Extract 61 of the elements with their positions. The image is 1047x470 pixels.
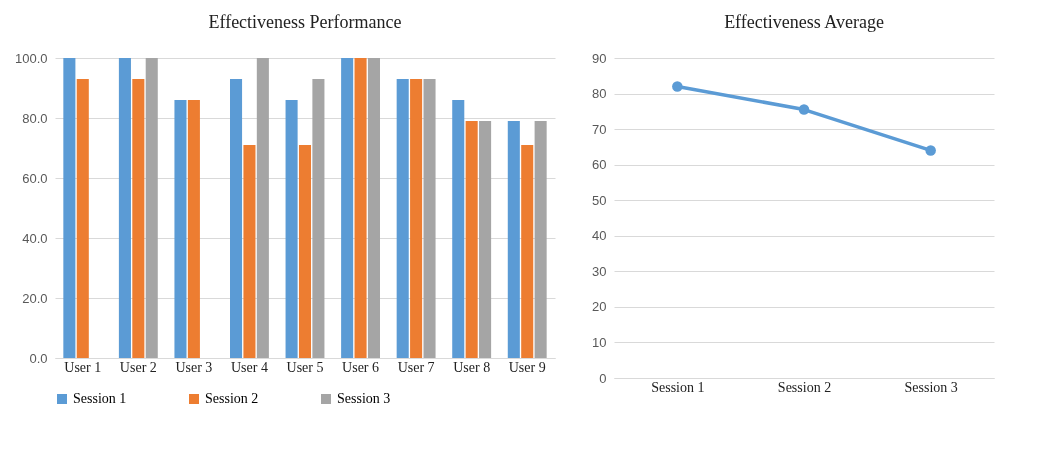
bar	[76, 79, 89, 358]
chart-title: Effectiveness Performance	[208, 12, 402, 32]
bar	[367, 58, 380, 358]
y-tick-label: 0	[599, 370, 607, 386]
bar	[521, 145, 534, 358]
y-tick-label: 30	[592, 263, 607, 279]
point	[925, 145, 936, 156]
legend-label: Session 3	[337, 391, 391, 406]
bar	[410, 79, 423, 358]
x-tick-label: User 8	[453, 359, 491, 375]
bar	[479, 121, 492, 358]
x-tick-label: User 4	[230, 359, 268, 375]
y-tick-label: 20	[592, 299, 607, 315]
bar	[465, 121, 478, 358]
bar	[187, 100, 200, 358]
legend-label: Session 1	[73, 391, 127, 406]
bar	[145, 58, 158, 358]
x-tick-label: User 3	[175, 359, 213, 375]
bar	[534, 121, 547, 358]
chart-title: Effectiveness Average	[724, 12, 884, 32]
point	[798, 104, 810, 115]
y-tick-label: 70	[592, 121, 607, 137]
bar	[230, 79, 243, 358]
y-tick-label: 0.0	[29, 350, 48, 366]
y-tick-label: 60	[592, 157, 607, 173]
y-tick-label: 60.0	[22, 170, 48, 186]
legend-label: Session 2	[205, 391, 259, 406]
x-tick-label: User 9	[508, 359, 546, 375]
y-tick-label: 100.0	[14, 50, 48, 66]
y-tick-label: 20.0	[22, 290, 48, 306]
bar	[285, 100, 298, 358]
bar	[243, 145, 256, 358]
x-tick-label: User 7	[397, 359, 435, 375]
x-tick-label: User 2	[119, 359, 157, 375]
bar	[354, 58, 367, 358]
bar	[174, 100, 187, 358]
y-tick-label: 10	[592, 334, 607, 350]
y-tick-label: 80	[592, 86, 607, 102]
x-tick-label: User 6	[342, 359, 380, 375]
y-tick-label: 80.0	[22, 110, 48, 126]
y-tick-label: 50	[592, 192, 607, 208]
bar	[423, 79, 436, 358]
y-tick-label: 90	[592, 50, 607, 66]
y-tick-label: 40	[592, 228, 607, 244]
x-tick-label: Session 1	[651, 379, 705, 395]
bar	[452, 100, 465, 358]
x-tick-label: User 5	[286, 359, 324, 375]
bar	[118, 58, 131, 358]
bar	[298, 145, 312, 358]
bar	[63, 58, 76, 358]
bar	[507, 121, 520, 358]
x-tick-label: Session 2	[777, 379, 832, 395]
x-tick-label: User 1	[64, 359, 102, 375]
bar	[341, 58, 354, 358]
bar	[132, 79, 145, 358]
bar	[312, 79, 325, 358]
bar	[396, 79, 409, 358]
x-tick-label: Session 3	[904, 379, 958, 395]
point	[672, 81, 683, 92]
y-tick-label: 40.0	[22, 230, 48, 246]
bar	[256, 58, 269, 358]
